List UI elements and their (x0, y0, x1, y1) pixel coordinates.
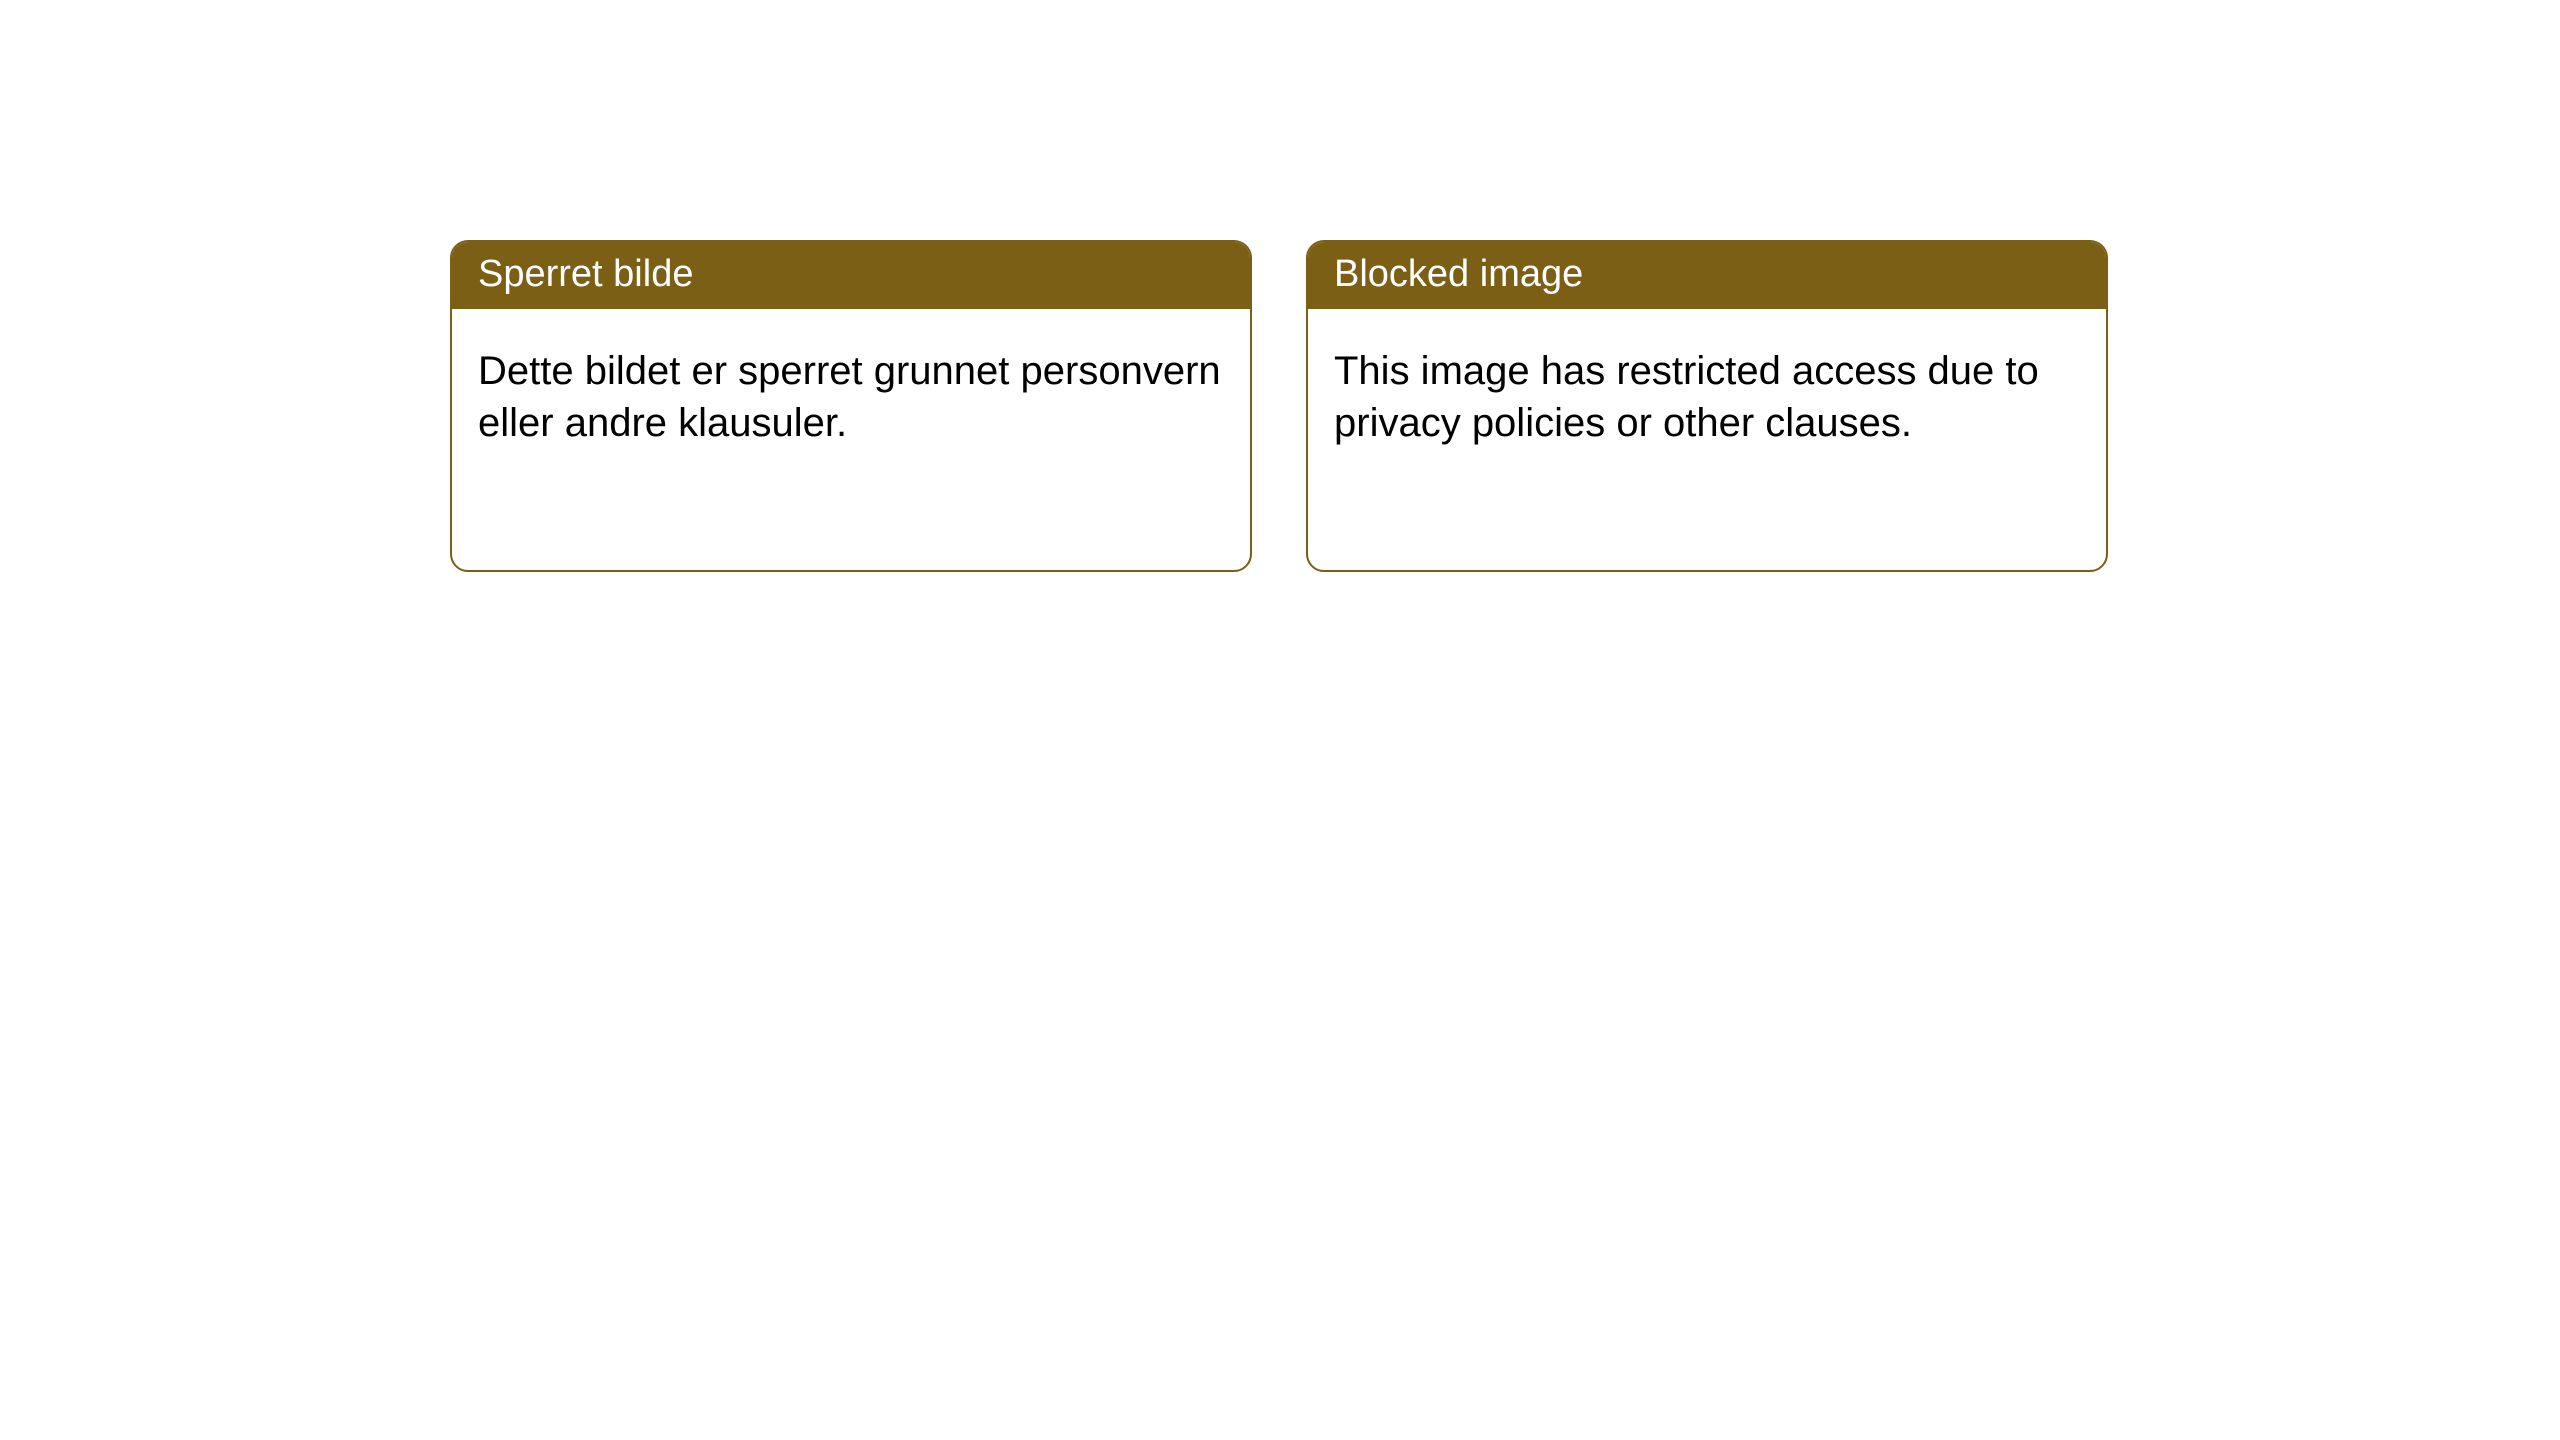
notice-container: Sperret bilde Dette bildet er sperret gr… (0, 0, 2560, 572)
notice-title-english: Blocked image (1308, 242, 2106, 309)
notice-title-norwegian: Sperret bilde (452, 242, 1250, 309)
notice-card-english: Blocked image This image has restricted … (1306, 240, 2108, 572)
notice-card-norwegian: Sperret bilde Dette bildet er sperret gr… (450, 240, 1252, 572)
notice-body-english: This image has restricted access due to … (1308, 309, 2106, 475)
notice-body-norwegian: Dette bildet er sperret grunnet personve… (452, 309, 1250, 475)
